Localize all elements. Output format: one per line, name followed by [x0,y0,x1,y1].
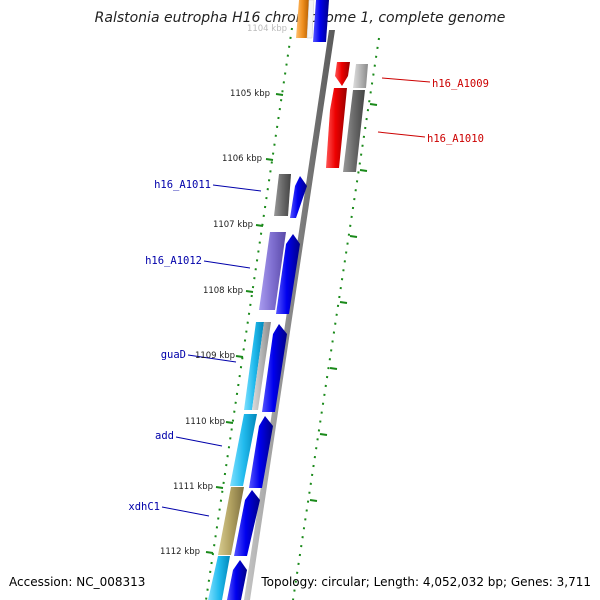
gene-h16-A1012 [259,232,286,310]
outer-tick [309,499,318,502]
gene-h16-A1009-a [335,62,350,86]
gene-add [230,414,257,486]
leader-h16-A1011 [212,184,262,192]
tick-label: 1108 kbp [203,286,243,296]
outer-tick [359,169,368,172]
inner-tick [245,290,254,293]
inner-tick [265,158,274,161]
outer-major-ticks [309,103,378,502]
forward-cds [290,176,307,218]
inner-tick [225,421,234,424]
forward-cds [262,324,287,412]
outer-track [326,62,368,172]
gene-h16-A1009-b [353,64,368,88]
forward-cds [276,234,300,314]
inner-track [208,0,315,600]
scale-ring-inner [205,27,293,600]
forward-strand-track [227,0,329,600]
outer-tick [329,367,338,370]
tick-label: 1105 kbp [230,89,270,99]
tick-label: 1112 kbp [160,547,200,557]
forward-cds [234,490,260,556]
leader-guaD [187,354,237,363]
tick-label: 1106 kbp [222,154,262,164]
topology-text: Topology: circular; Length: 4,052,032 bp… [261,575,591,589]
leader-h16-A1009 [381,77,431,83]
gene-label-h16-A1012[interactable]: h16_A1012 [145,255,202,267]
inner-tick [205,551,214,554]
gene-h16-A1010-a [326,88,347,168]
leader-h16-A1012 [203,260,251,269]
gene-h16-A1011 [274,174,291,216]
outer-tick [319,433,328,436]
gene-guaD [244,322,264,410]
gene-label-add[interactable]: add [155,430,174,442]
gene-h16-A1010-b [343,90,365,172]
inner-tick [215,486,224,489]
outer-tick [369,103,378,106]
gene-label-xdhC1[interactable]: xdhC1 [128,501,160,513]
gene-label-guaD[interactable]: guaD [161,349,186,361]
tick-label: 1107 kbp [213,220,253,230]
outer-tick [349,235,358,238]
leader-xdhC1 [161,506,210,517]
inner-tick [255,224,264,227]
leader-add [175,436,223,447]
gene-label-h16-A1011[interactable]: h16_A1011 [154,179,211,191]
gene-guaD-partner [252,322,271,410]
inner-major-ticks [205,93,284,554]
tick-label-partial: 1104 kbp [247,24,287,34]
forward-cds [313,0,329,42]
tick-labels: 1104 kbp 1105 kbp 1106 kbp 1107 kbp 1108… [160,24,287,557]
outer-tick [339,301,348,304]
tick-label: 1109 kbp [195,351,235,361]
tick-label: 1111 kbp [173,482,213,492]
gene-xdhC1 [218,487,244,555]
gene-light [306,0,315,39]
gene-label-h16-A1009[interactable]: h16_A1009 [432,78,489,90]
gene-bottom-cyan [208,556,230,600]
gene-labels: h16_A1009 h16_A1010 h16_A1011 h16_A1012 … [128,78,489,513]
tick-label: 1110 kbp [185,417,225,427]
gene-label-h16-A1010[interactable]: h16_A1010 [427,133,484,145]
forward-cds [227,560,247,600]
forward-cds [249,416,273,488]
inner-tick [275,93,284,96]
gene-orange [296,0,309,38]
accession-text: Accession: NC_008313 [9,575,146,589]
leader-lines [161,77,431,517]
leader-h16-A1010 [377,131,426,138]
inner-tick [235,355,244,358]
chromosome-backbone [244,30,335,600]
